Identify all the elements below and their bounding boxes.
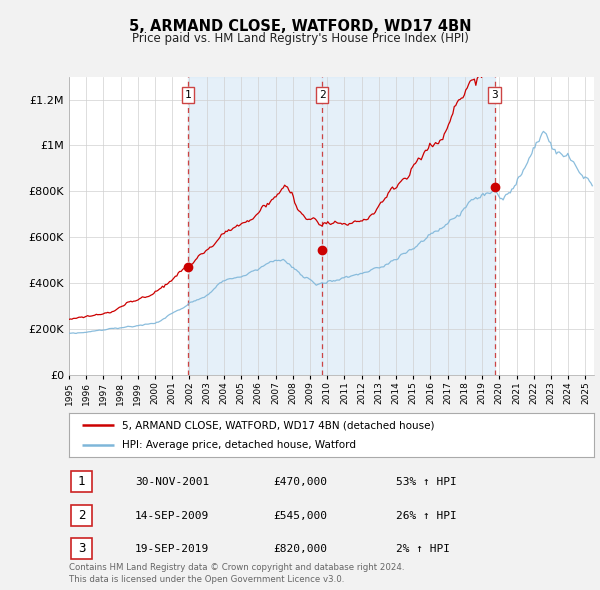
Bar <box>188 77 322 375</box>
Text: 3: 3 <box>78 542 85 555</box>
Text: 26% ↑ HPI: 26% ↑ HPI <box>396 511 457 520</box>
Text: £545,000: £545,000 <box>273 511 327 520</box>
Text: 1: 1 <box>78 475 85 489</box>
Text: £820,000: £820,000 <box>273 544 327 553</box>
Text: 1: 1 <box>185 90 191 100</box>
Text: 14-SEP-2009: 14-SEP-2009 <box>135 511 209 520</box>
Text: 5, ARMAND CLOSE, WATFORD, WD17 4BN (detached house): 5, ARMAND CLOSE, WATFORD, WD17 4BN (deta… <box>121 421 434 430</box>
Bar <box>69 77 188 375</box>
Text: 5, ARMAND CLOSE, WATFORD, WD17 4BN: 5, ARMAND CLOSE, WATFORD, WD17 4BN <box>129 19 471 34</box>
Text: Price paid vs. HM Land Registry's House Price Index (HPI): Price paid vs. HM Land Registry's House … <box>131 32 469 45</box>
Text: 2% ↑ HPI: 2% ↑ HPI <box>396 544 450 553</box>
Text: £470,000: £470,000 <box>273 477 327 487</box>
Bar <box>322 77 494 375</box>
Text: HPI: Average price, detached house, Watford: HPI: Average price, detached house, Watf… <box>121 440 355 450</box>
Text: 19-SEP-2019: 19-SEP-2019 <box>135 544 209 553</box>
Text: 2: 2 <box>78 509 85 522</box>
Text: 53% ↑ HPI: 53% ↑ HPI <box>396 477 457 487</box>
Text: 30-NOV-2001: 30-NOV-2001 <box>135 477 209 487</box>
FancyBboxPatch shape <box>71 537 92 559</box>
Text: 2: 2 <box>319 90 326 100</box>
Text: Contains HM Land Registry data © Crown copyright and database right 2024.
This d: Contains HM Land Registry data © Crown c… <box>69 563 404 584</box>
FancyBboxPatch shape <box>71 504 92 526</box>
Text: 3: 3 <box>491 90 498 100</box>
FancyBboxPatch shape <box>71 471 92 493</box>
